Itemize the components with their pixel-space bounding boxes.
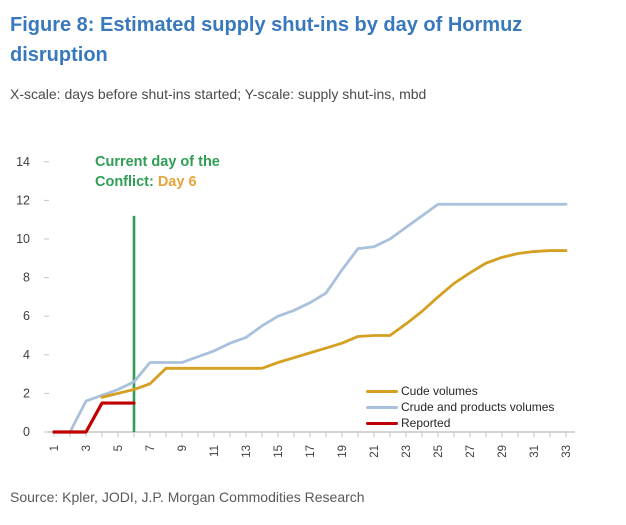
conflict-day-annotation: Current day of the Conflict: Day 6 <box>95 152 220 192</box>
figure-scale-subtitle: X-scale: days before shut-ins started; Y… <box>10 86 427 102</box>
x-tick-label: 25 <box>433 445 445 458</box>
x-tick-label: 23 <box>401 445 413 458</box>
legend-item-crude-volumes: Cude volumes <box>366 383 554 399</box>
x-tick-label: 19 <box>337 445 349 458</box>
x-tick-label: 3 <box>81 445 93 451</box>
annotation-day-highlight: Day 6 <box>157 174 197 190</box>
series-line-cude-volumes <box>100 249 568 399</box>
crude-volumes-line-swatch <box>366 389 398 393</box>
legend-label: Reported <box>401 416 451 430</box>
x-tick-label: 13 <box>241 445 253 458</box>
chart-legend: Cude volumes Crude and products volumes … <box>366 383 554 431</box>
figure-title: Figure 8: Estimated supply shut-ins by d… <box>10 14 523 66</box>
source-attribution: Source: Kpler, JODI, J.P. Morgan Commodi… <box>10 489 365 505</box>
y-tick-label: 2 <box>23 386 30 400</box>
series-line-crude-and-products-volumes <box>68 202 568 434</box>
x-tick-label: 21 <box>369 445 381 458</box>
x-tick-label: 9 <box>177 445 189 451</box>
y-tick-label: 14 <box>16 155 30 169</box>
x-tick-label: 17 <box>305 445 317 458</box>
x-tick-label: 33 <box>561 445 573 458</box>
x-tick-label: 7 <box>145 445 157 451</box>
x-tick-label: 31 <box>529 445 541 458</box>
y-tick-label: 6 <box>23 309 30 323</box>
x-tick-label: 29 <box>497 445 509 458</box>
y-tick-label: 12 <box>16 193 30 207</box>
x-tick-label: 1 <box>49 445 61 451</box>
series-line-reported <box>52 401 136 434</box>
x-tick-label: 11 <box>209 445 221 457</box>
x-tick-label: 5 <box>113 445 125 451</box>
crude-and-products-line-swatch <box>366 405 398 409</box>
annotation-line2-prefix: Conflict: <box>95 174 158 190</box>
reported-line-swatch <box>366 421 398 425</box>
legend-label: Cude volumes <box>401 384 478 398</box>
legend-label: Crude and products volumes <box>401 400 555 414</box>
annotation-line2: Conflict: Day 6 <box>95 172 220 192</box>
x-tick-label: 27 <box>465 445 477 458</box>
y-tick-label: 0 <box>23 425 30 439</box>
y-tick-label: 4 <box>23 348 30 362</box>
legend-item-crude-and-products: Crude and products volumes <box>366 399 554 415</box>
legend-item-reported: Reported <box>366 415 554 431</box>
annotation-line1: Current day of the <box>95 154 220 170</box>
x-tick-label: 15 <box>273 445 285 458</box>
y-tick-label: 8 <box>23 271 30 285</box>
y-tick-label: 10 <box>16 232 30 246</box>
